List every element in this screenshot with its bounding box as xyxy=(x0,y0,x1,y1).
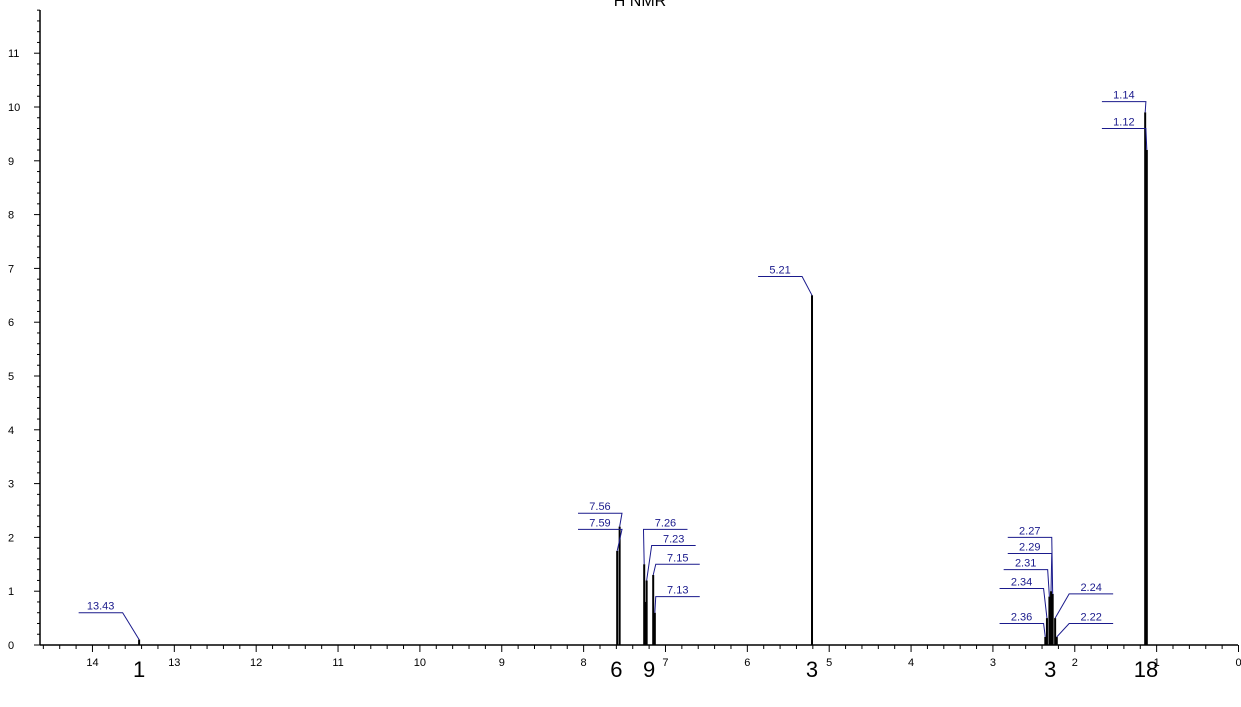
y-tick-label: 9 xyxy=(8,156,14,168)
y-axis-ticks: 0 1 2 3 4 5 6 7 8 9 10 11 xyxy=(8,9,40,652)
chart-axes xyxy=(39,10,1238,646)
integral-label: 3 xyxy=(806,657,818,682)
peak-label: 7.13 xyxy=(667,585,688,597)
peak-label: 2.27 xyxy=(1019,525,1040,537)
peak-label: 7.26 xyxy=(655,517,676,529)
peak-leader-line xyxy=(654,596,700,613)
peak-leader-line xyxy=(1101,101,1147,113)
chart-title: H NMR xyxy=(614,0,666,10)
y-tick-label: 1 xyxy=(8,586,14,598)
peak-label: 2.24 xyxy=(1080,582,1101,594)
peak-label: 1.12 xyxy=(1113,117,1134,129)
peak-leader-line xyxy=(1003,569,1050,597)
integral-label: 9 xyxy=(643,657,655,682)
peak-leader-line xyxy=(1007,536,1054,594)
x-tick-label: 5 xyxy=(826,657,832,669)
y-tick-label: 5 xyxy=(8,371,14,383)
peak-leader-line xyxy=(999,622,1046,637)
y-tick-label: 3 xyxy=(8,479,14,491)
peak-leader-line xyxy=(642,528,688,565)
x-tick-label: 14 xyxy=(86,657,98,669)
y-tick-label: 10 xyxy=(8,102,20,114)
y-tick-label: 11 xyxy=(8,48,19,60)
peak-label: 13.43 xyxy=(87,601,115,613)
peak-leader-line xyxy=(646,544,696,581)
x-tick-label: 7 xyxy=(662,657,668,669)
x-tick-label: 13 xyxy=(168,657,180,669)
y-tick-label: 2 xyxy=(8,532,14,544)
peak-label: 2.36 xyxy=(1011,611,1032,623)
x-tick-label: 9 xyxy=(499,657,505,669)
peak-label: 2.22 xyxy=(1080,611,1101,623)
y-tick-label: 4 xyxy=(8,425,14,437)
x-tick-label: 12 xyxy=(250,657,262,669)
y-tick-label: 0 xyxy=(8,640,14,652)
peak-label: 7.59 xyxy=(589,517,610,529)
peak-label: 2.29 xyxy=(1019,542,1040,554)
x-tick-label: 4 xyxy=(908,657,914,669)
peak-leader-line xyxy=(999,588,1048,619)
y-tick-label: 8 xyxy=(8,210,14,222)
integral-label: 18 xyxy=(1134,657,1158,682)
integral-label: 1 xyxy=(133,657,145,682)
peak-leader-line xyxy=(78,612,140,640)
spectrum-lines xyxy=(138,112,1148,645)
peak-label: 7.15 xyxy=(667,552,688,564)
x-tick-label: 10 xyxy=(414,657,426,669)
peak-leader-line xyxy=(1101,128,1148,151)
integral-labels: 1 6 9 3 3 18 xyxy=(133,657,1158,682)
peak-label: 2.34 xyxy=(1011,577,1032,589)
peak-label: 7.23 xyxy=(663,533,684,545)
peak-label: 7.56 xyxy=(589,501,610,513)
x-tick-label: 3 xyxy=(990,657,996,669)
peak-leader-line xyxy=(652,563,700,576)
peak-leader-line xyxy=(1054,593,1114,619)
x-tick-label: 6 xyxy=(744,657,750,669)
peak-leader-line xyxy=(577,528,623,551)
peak-label: 5.21 xyxy=(769,264,790,276)
integral-label: 6 xyxy=(610,657,622,682)
integral-label: 3 xyxy=(1044,657,1056,682)
peak-label: 2.31 xyxy=(1015,558,1036,570)
y-tick-label: 7 xyxy=(8,263,14,275)
x-axis-ticks: 14 13 12 11 10 9 8 7 6 5 4 3 2 1 0 xyxy=(42,645,1241,669)
peak-leader-line xyxy=(577,512,623,527)
x-tick-label: 0 xyxy=(1235,657,1241,669)
x-tick-label: 11 xyxy=(332,657,343,669)
x-tick-label: 2 xyxy=(1072,657,1078,669)
x-tick-label: 1 xyxy=(1154,657,1160,669)
peak-label: 1.14 xyxy=(1113,90,1134,102)
peak-leader-line xyxy=(1056,622,1114,638)
peak-leader-line xyxy=(1007,553,1053,592)
y-tick-label: 6 xyxy=(8,317,14,329)
peak-leader-line xyxy=(758,275,813,296)
x-tick-label: 8 xyxy=(581,657,587,669)
peak-labels: 13.43 7.56 7.59 7.26 7.23 7.15 7.13 5.21 2.27 2.2… xyxy=(78,90,1148,640)
